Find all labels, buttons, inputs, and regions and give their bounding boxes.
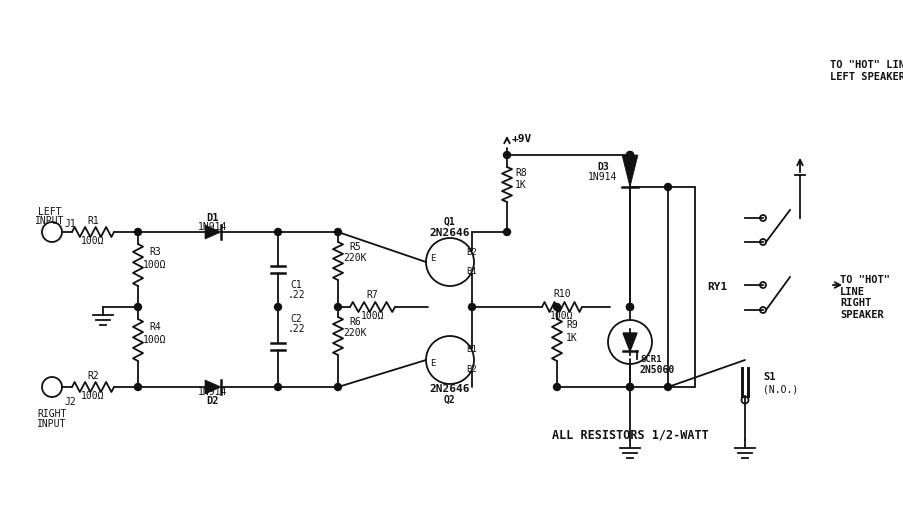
Text: (N.O.): (N.O.) xyxy=(762,384,797,394)
Text: 100Ω: 100Ω xyxy=(81,236,105,246)
Text: SPEAKER: SPEAKER xyxy=(839,310,883,320)
Text: D2: D2 xyxy=(207,396,219,406)
Text: Q2: Q2 xyxy=(443,395,455,405)
Circle shape xyxy=(334,304,341,310)
Text: E: E xyxy=(430,359,435,369)
Circle shape xyxy=(664,184,671,190)
Text: S1: S1 xyxy=(762,372,775,382)
Circle shape xyxy=(503,228,510,236)
Text: R5: R5 xyxy=(349,242,360,252)
Text: RIGHT: RIGHT xyxy=(37,409,67,419)
Circle shape xyxy=(334,384,341,391)
Text: J2: J2 xyxy=(64,397,76,407)
Bar xyxy=(667,187,694,387)
Polygon shape xyxy=(621,155,638,187)
Text: 1N914: 1N914 xyxy=(198,387,228,397)
Text: ALL RESISTORS 1/2-WATT: ALL RESISTORS 1/2-WATT xyxy=(551,428,708,441)
Circle shape xyxy=(626,304,633,310)
Circle shape xyxy=(626,151,633,159)
Circle shape xyxy=(334,228,341,236)
Text: 2N5060: 2N5060 xyxy=(639,365,675,375)
Text: 100Ω: 100Ω xyxy=(360,311,384,321)
Text: R4: R4 xyxy=(149,322,161,332)
Circle shape xyxy=(553,384,560,391)
Polygon shape xyxy=(205,225,220,239)
Text: R2: R2 xyxy=(87,371,98,381)
Text: 1N914: 1N914 xyxy=(588,172,617,182)
Text: D3: D3 xyxy=(597,162,609,172)
Circle shape xyxy=(664,384,671,391)
Circle shape xyxy=(626,384,633,391)
Text: R3: R3 xyxy=(149,247,161,257)
Circle shape xyxy=(626,384,633,391)
Text: 2N2646: 2N2646 xyxy=(429,228,470,238)
Text: B1: B1 xyxy=(466,267,477,277)
Circle shape xyxy=(275,384,281,391)
Text: C2: C2 xyxy=(290,314,302,324)
Text: LEFT SPEAKER: LEFT SPEAKER xyxy=(829,72,903,82)
Text: R6: R6 xyxy=(349,317,360,327)
Polygon shape xyxy=(622,333,637,351)
Circle shape xyxy=(503,151,510,159)
Text: 100Ω: 100Ω xyxy=(81,391,105,401)
Text: 1K: 1K xyxy=(565,333,577,343)
Text: R9: R9 xyxy=(565,320,577,330)
Text: .22: .22 xyxy=(287,324,304,334)
Text: B2: B2 xyxy=(466,366,477,374)
Text: E: E xyxy=(430,254,435,263)
Text: INPUT: INPUT xyxy=(37,419,67,429)
Circle shape xyxy=(553,304,560,310)
Text: +9V: +9V xyxy=(511,134,532,144)
Text: R1: R1 xyxy=(87,216,98,226)
Circle shape xyxy=(275,304,281,310)
Text: RY1: RY1 xyxy=(706,282,726,292)
Text: SCR1: SCR1 xyxy=(639,355,661,363)
Text: LEFT: LEFT xyxy=(38,207,61,217)
Text: B2: B2 xyxy=(466,248,477,256)
Text: 1N914: 1N914 xyxy=(198,222,228,232)
Circle shape xyxy=(626,304,633,310)
Text: TO "HOT" LINE: TO "HOT" LINE xyxy=(829,60,903,70)
Text: .22: .22 xyxy=(287,290,304,300)
Circle shape xyxy=(135,304,142,310)
Text: 100Ω: 100Ω xyxy=(550,311,573,321)
Polygon shape xyxy=(205,380,220,394)
Text: INPUT: INPUT xyxy=(35,216,65,226)
Text: D1: D1 xyxy=(207,213,219,223)
Text: TO "HOT": TO "HOT" xyxy=(839,275,889,285)
Circle shape xyxy=(275,228,281,236)
Text: 100Ω: 100Ω xyxy=(143,335,166,345)
Text: R10: R10 xyxy=(553,289,570,299)
Text: J1: J1 xyxy=(64,219,76,229)
Text: C1: C1 xyxy=(290,280,302,290)
Text: R7: R7 xyxy=(367,290,378,300)
Circle shape xyxy=(135,228,142,236)
Circle shape xyxy=(135,384,142,391)
Text: B1: B1 xyxy=(466,345,477,355)
Text: 100Ω: 100Ω xyxy=(143,260,166,270)
Circle shape xyxy=(468,304,475,310)
Text: 1K: 1K xyxy=(515,180,526,190)
Text: LINE: LINE xyxy=(839,287,864,297)
Text: 220K: 220K xyxy=(343,328,367,338)
Text: Q1: Q1 xyxy=(443,217,455,227)
Text: RIGHT: RIGHT xyxy=(839,298,870,308)
Text: R8: R8 xyxy=(515,168,526,178)
Text: 220K: 220K xyxy=(343,253,367,263)
Text: 2N2646: 2N2646 xyxy=(429,384,470,394)
Circle shape xyxy=(626,151,633,159)
